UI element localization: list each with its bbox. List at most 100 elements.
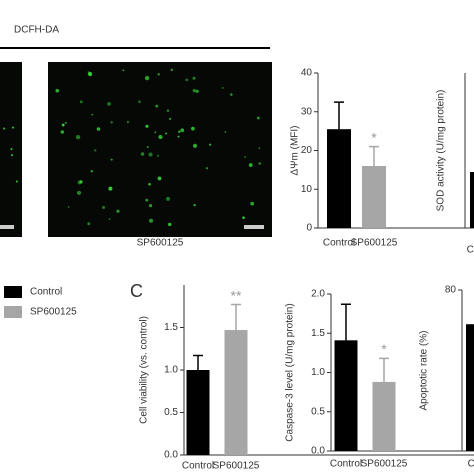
cell-dot xyxy=(155,104,159,108)
cell-dot xyxy=(144,75,150,81)
cell-dot xyxy=(148,152,153,157)
y-axis-label: SOD activity (U/mg protein) xyxy=(436,90,447,212)
cell-dot xyxy=(55,88,60,93)
cell-dot xyxy=(140,152,145,156)
cell-dot xyxy=(110,121,113,124)
cell-dot xyxy=(127,121,129,123)
cell-dot xyxy=(15,180,18,183)
y-axis-label: ΔΨm (MFI) xyxy=(290,125,301,175)
cell-dot xyxy=(195,89,199,93)
cell-dot xyxy=(166,109,170,112)
x-tick-label: SP600125 xyxy=(351,238,398,249)
y-axis-label: Apoptotic rate (%) xyxy=(419,330,430,410)
bar xyxy=(372,381,396,451)
y-axis-label: Cell viability (vs. control) xyxy=(139,316,150,424)
cell-dot xyxy=(79,100,83,104)
cell-dot xyxy=(90,170,93,173)
cell-dot xyxy=(165,132,168,135)
x-tick-label: Co xyxy=(467,245,474,256)
cell-dot xyxy=(64,121,67,125)
x-tick-label: Control xyxy=(182,461,214,472)
significance: * xyxy=(381,341,387,357)
cell-dot xyxy=(170,68,174,72)
cell-dot xyxy=(157,176,162,181)
scale-bar xyxy=(244,225,264,229)
bar xyxy=(327,129,351,228)
cell-dot xyxy=(192,88,197,93)
bar xyxy=(224,330,248,455)
legend-label: Control xyxy=(30,287,62,298)
x-tick-label: Ca xyxy=(468,459,474,470)
error-bar xyxy=(369,145,379,166)
error-bar xyxy=(379,357,389,382)
cell-dot xyxy=(244,156,247,158)
image-label: SP600125 xyxy=(137,238,184,249)
bar xyxy=(466,324,474,451)
bar xyxy=(334,340,358,451)
cell-dot xyxy=(146,146,149,148)
cell-dot xyxy=(177,135,180,138)
cell-dot xyxy=(108,186,113,191)
cell-dot xyxy=(122,69,125,72)
cell-dot xyxy=(148,218,154,223)
x-tick-label: SP600125 xyxy=(361,459,408,470)
cell-dot xyxy=(60,130,65,134)
bar-cropped xyxy=(470,172,474,228)
cell-dot xyxy=(116,209,120,213)
scale-bar xyxy=(0,225,14,229)
cell-dot xyxy=(11,126,14,129)
cell-dot xyxy=(108,218,111,220)
cell-dot xyxy=(168,222,172,227)
cell-dot xyxy=(10,148,13,151)
cell-dot xyxy=(3,127,6,130)
y-tick-label: 20 xyxy=(301,145,313,156)
cell-dot xyxy=(76,190,82,195)
cell-dot xyxy=(178,130,181,133)
y-tick-label: 0 xyxy=(306,223,312,234)
legend-label: SP600125 xyxy=(30,307,77,318)
y-tick-label: 1.5 xyxy=(164,322,178,333)
significance: ** xyxy=(231,287,242,303)
y-tick-label: 1.0 xyxy=(164,365,178,376)
cell-dot xyxy=(145,124,149,128)
cell-dot xyxy=(91,113,94,116)
bar xyxy=(362,166,386,228)
cell-dot xyxy=(87,222,91,226)
legend-swatch xyxy=(4,286,22,298)
cell-dot xyxy=(148,182,151,186)
cell-dot xyxy=(191,126,195,131)
cell-dot xyxy=(192,143,198,148)
y-tick-label: 30 xyxy=(301,106,313,117)
y-tick-label: 0.5 xyxy=(311,406,325,417)
cell-dot xyxy=(79,180,83,184)
cell-dot xyxy=(166,196,170,201)
panel-label: C xyxy=(130,281,143,301)
cell-dot xyxy=(248,163,253,167)
cell-dot xyxy=(75,134,81,140)
cell-dot xyxy=(11,154,14,157)
cell-dot xyxy=(154,131,157,134)
cell-dot xyxy=(138,100,141,104)
y-tick-label: 40 xyxy=(301,68,313,79)
cell-dot xyxy=(242,216,245,220)
cell-dot xyxy=(93,149,97,152)
cell-dot xyxy=(258,147,261,150)
cell-dot xyxy=(250,201,255,206)
error-bar xyxy=(193,354,203,370)
cell-dot xyxy=(224,131,227,133)
cell-dot xyxy=(158,135,163,140)
cell-dot xyxy=(230,93,233,96)
cell-dot xyxy=(185,78,189,82)
x-tick-label: SP600125 xyxy=(213,461,260,472)
cell-dot xyxy=(193,204,196,207)
cell-dot xyxy=(87,71,93,77)
cell-dot xyxy=(107,102,111,106)
cell-dot xyxy=(205,167,209,170)
cell-dot xyxy=(110,158,113,161)
cell-dot xyxy=(145,198,149,202)
cell-dot xyxy=(61,123,65,127)
error-bar xyxy=(334,101,344,130)
y-tick-label: 2.0 xyxy=(311,289,325,300)
y-axis-label: Caspase-3 level (U/mg protein) xyxy=(285,303,296,441)
